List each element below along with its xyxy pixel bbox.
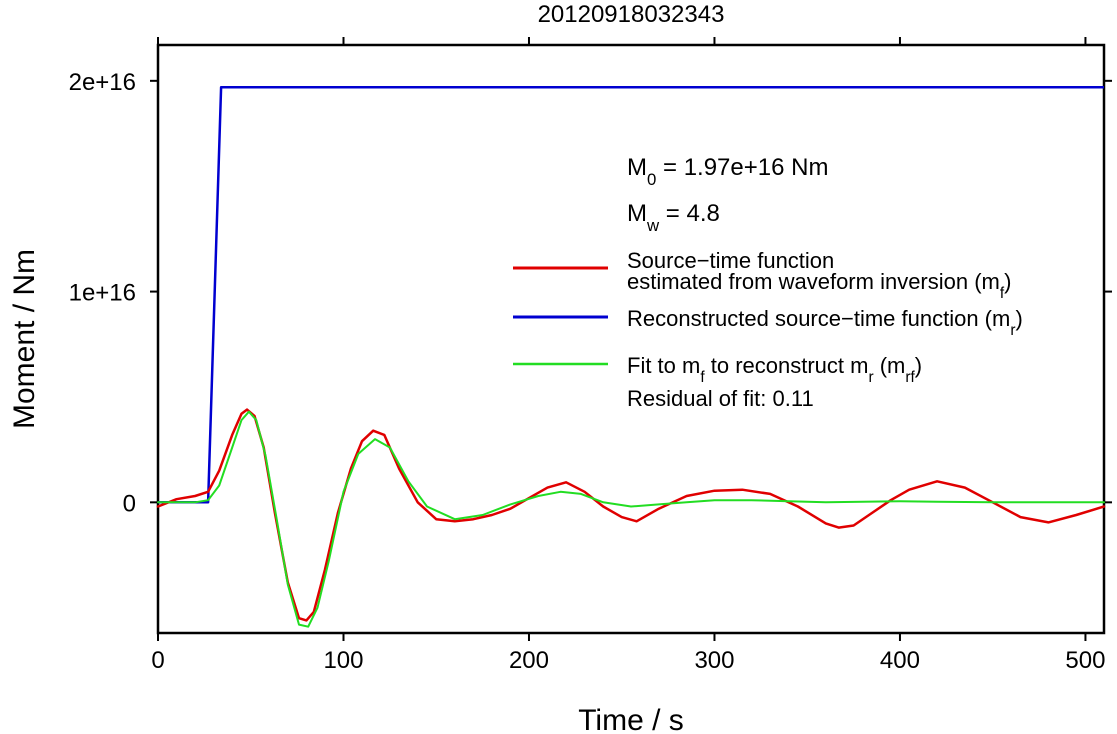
series-line-mf [156,408,1106,622]
legend-label-mf: Source−time function [627,248,834,273]
x-tick-label: 400 [880,647,920,674]
series-line-mrf [157,410,1105,628]
series-lines [156,85,1106,628]
annotations: M0 = 1.97e+16 Nm Mw = 4.8 Residual of fit:… [627,154,828,411]
chart-title: 20120918032343 [538,1,725,28]
axis-ticks: 0 100 200 300 400 500 0 1e+16 2e+16 [69,37,1112,674]
series-line-mr [158,85,1104,504]
y-tick-label: 2e+16 [69,69,136,96]
y-axis-label: Moment / Nm [8,249,41,429]
x-tick-label: 100 [323,647,363,674]
x-tick-label: 300 [694,647,734,674]
legend-label-mrf: Fit to mf to reconstruct mr (mrf) [627,353,922,386]
plot-frame [156,43,1106,635]
legend-label-mr: Reconstructed source−time function (mr) [627,306,1023,339]
x-tick-label: 200 [509,647,549,674]
mw-annotation: Mw = 4.8 [627,200,720,235]
y-tick-label: 0 [123,490,136,517]
legend-label-mf: estimated from waveform inversion (mf) [627,269,1012,302]
m0-annotation: M0 = 1.97e+16 Nm [627,154,828,189]
x-tick-label: 500 [1065,647,1105,674]
x-tick-label: 0 [151,647,164,674]
residual-annotation: Residual of fit: 0.11 [627,386,814,411]
x-axis-label: Time / s [578,704,684,734]
y-tick-label: 1e+16 [69,280,136,307]
